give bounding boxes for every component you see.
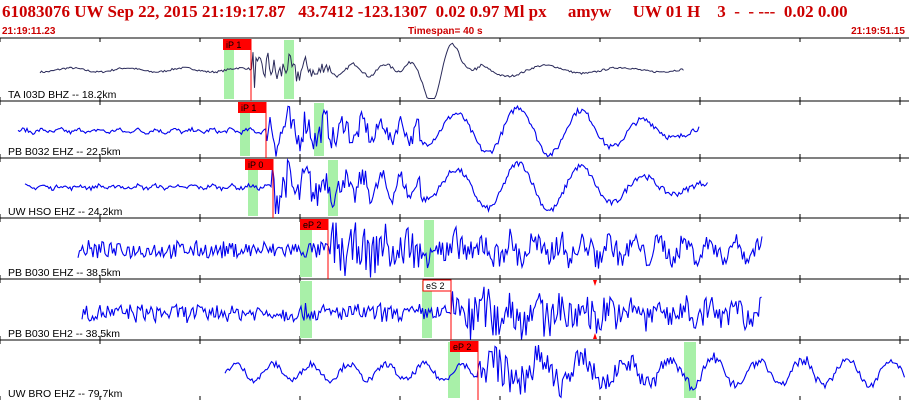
pick-flag <box>422 279 452 292</box>
waveform-trace <box>224 344 906 399</box>
event-title: 61083076 UW Sep 22, 2015 21:19:17.87 43.… <box>2 2 848 21</box>
pick-flag <box>238 102 266 113</box>
waveform-trace <box>17 104 700 158</box>
header: 61083076 UW Sep 22, 2015 21:19:17.87 43.… <box>0 0 909 37</box>
pick-label: iP 1 <box>241 103 256 113</box>
amplitude-marker-top <box>593 280 597 286</box>
pick-flag <box>450 341 478 352</box>
channel-label: PB B030 EHZ -- 38.5km <box>8 267 121 279</box>
pick-label: eS 2 <box>426 281 445 291</box>
end-time: 21:19:51.15 <box>851 26 905 37</box>
amplitude-window <box>684 342 696 398</box>
waveform-trace <box>39 42 684 99</box>
pick-label: iP 0 <box>248 160 263 170</box>
amplitude-window <box>448 342 460 398</box>
channel-label: TA I03D BHZ -- 18.2km <box>8 89 117 101</box>
pick-flag <box>223 39 251 50</box>
amplitude-window <box>248 160 258 216</box>
pick-label: eP 2 <box>453 342 471 352</box>
waveform-trace <box>24 158 708 215</box>
amplitude-window <box>424 220 434 277</box>
waveform-trace <box>81 286 762 340</box>
channel-label: UW HSO EHZ -- 24.2km <box>8 206 123 218</box>
start-time: 21:19:11.23 <box>2 26 56 37</box>
amplitude-window <box>284 40 294 99</box>
amplitude-window <box>300 220 312 277</box>
timespan: Timespan= 40 s <box>408 26 483 37</box>
pick-flag <box>300 219 328 230</box>
pick-label: iP 1 <box>226 40 241 50</box>
amplitude-window <box>422 281 432 338</box>
amplitude-window <box>328 160 338 216</box>
pick-label: eP 2 <box>303 220 321 230</box>
channel-label: PB B030 EH2 -- 38.5km <box>8 328 120 340</box>
channel-label: PB B032 EHZ -- 22.5km <box>8 146 121 158</box>
channel-label: UW BRO EHZ -- 79.7km <box>8 388 123 400</box>
amplitude-marker-bottom <box>593 333 597 339</box>
pick-flag <box>245 159 273 170</box>
waveform-trace <box>77 222 763 278</box>
